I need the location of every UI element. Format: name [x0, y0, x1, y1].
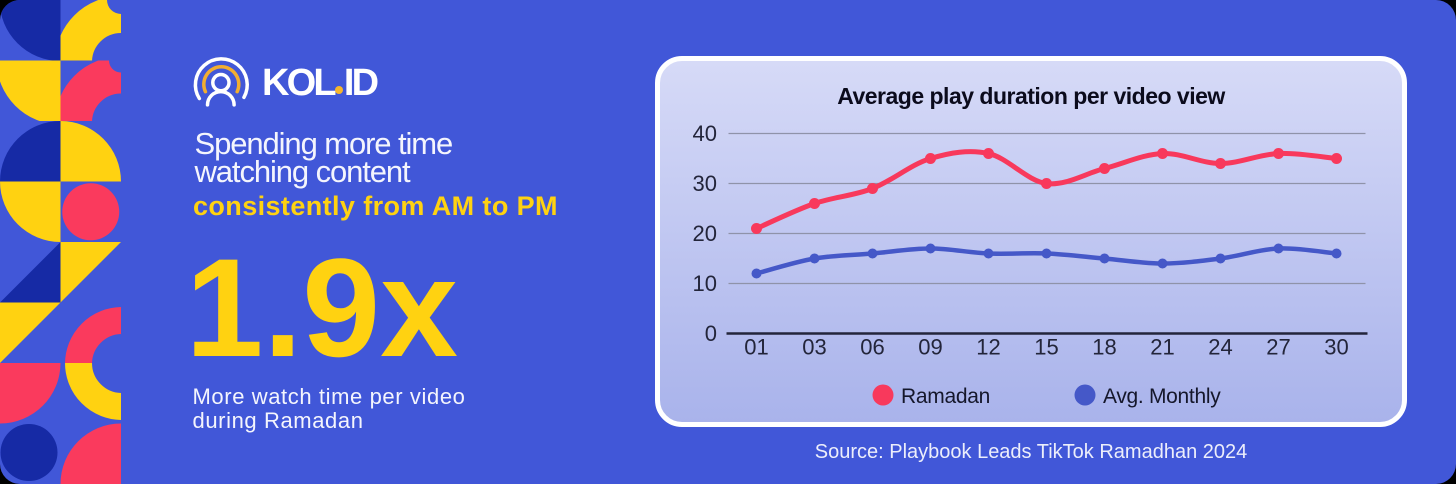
svg-text:01: 01 [744, 335, 768, 360]
svg-text:03: 03 [802, 335, 826, 360]
svg-text:20: 20 [693, 221, 717, 246]
svg-text:10: 10 [693, 271, 717, 296]
svg-text:Ramadan: Ramadan [901, 385, 990, 408]
svg-text:15: 15 [1034, 335, 1058, 360]
svg-text:Avg. Monthly: Avg. Monthly [1103, 385, 1221, 408]
svg-text:Average play duration per vide: Average play duration per video view [837, 83, 1225, 109]
svg-text:24: 24 [1208, 335, 1232, 360]
svg-text:21: 21 [1150, 335, 1174, 360]
svg-text:0: 0 [705, 321, 717, 346]
svg-text:12: 12 [976, 335, 1000, 360]
svg-text:27: 27 [1266, 335, 1290, 360]
svg-text:40: 40 [693, 121, 717, 146]
svg-text:30: 30 [1324, 335, 1348, 360]
svg-text:09: 09 [918, 335, 942, 360]
svg-text:06: 06 [860, 335, 884, 360]
svg-text:30: 30 [693, 171, 717, 196]
svg-text:18: 18 [1092, 335, 1116, 360]
